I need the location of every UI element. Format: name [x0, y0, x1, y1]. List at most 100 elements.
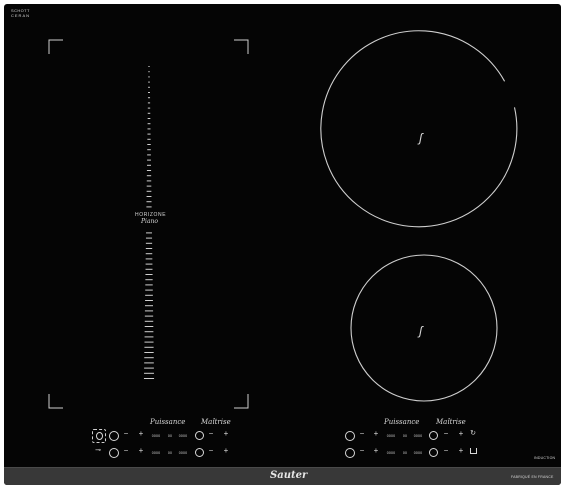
slider-tick[interactable]	[145, 279, 153, 281]
slider-tick[interactable]	[145, 289, 153, 291]
right-row2-master-plus-button[interactable]: +	[458, 446, 464, 455]
left-row2-master-plus-button[interactable]: +	[223, 446, 229, 455]
right-row1-step1[interactable]: 0000	[386, 434, 396, 438]
slider-tick[interactable]	[143, 378, 155, 379]
slider-tick[interactable]	[146, 164, 151, 166]
left-row2-master-minus-button[interactable]: −	[208, 446, 214, 455]
left-lock-key-icon[interactable]: ⊸	[95, 447, 101, 454]
slider-tick[interactable]	[147, 118, 151, 119]
left-row1-master-plus-button[interactable]: +	[223, 429, 229, 438]
slider-tick[interactable]	[146, 180, 152, 182]
slider-tick[interactable]	[145, 284, 153, 286]
right-row1-plus-button[interactable]: +	[373, 429, 379, 438]
left-row2-timer-icon[interactable]	[195, 448, 204, 457]
slider-tick[interactable]	[147, 159, 151, 161]
left-row1-step3[interactable]: 0000	[178, 434, 188, 438]
pause-icon[interactable]: ↻	[470, 430, 476, 437]
right-row2-step1[interactable]: 0000	[386, 451, 396, 455]
slider-tick[interactable]	[148, 71, 150, 73]
slider-tick[interactable]	[145, 242, 153, 244]
right-row2-master-minus-button[interactable]: −	[443, 446, 449, 455]
slider-tick[interactable]	[145, 274, 153, 275]
left-row2-step1[interactable]: 0000	[151, 451, 161, 455]
slider-tick[interactable]	[147, 123, 151, 125]
right-row1-zone-icon[interactable]	[345, 431, 355, 441]
right-row1-step2[interactable]: 00	[402, 434, 408, 438]
left-row1-step2[interactable]: 00	[167, 434, 173, 438]
slider-tick[interactable]	[147, 107, 151, 109]
right-row1-master-minus-button[interactable]: −	[443, 429, 449, 438]
left-row2-step2[interactable]: 00	[167, 451, 173, 455]
slider-tick[interactable]	[144, 357, 154, 359]
right-row1-step3[interactable]: 0000	[413, 434, 423, 438]
slider-tick[interactable]	[144, 367, 154, 369]
schott-logo-line2: CERAN	[11, 13, 31, 18]
large-zone-ring	[320, 30, 518, 228]
slider-tick[interactable]	[147, 112, 151, 114]
slider-tick[interactable]	[147, 128, 151, 130]
left-row1-step1[interactable]: 0000	[151, 434, 161, 438]
slider-tick[interactable]	[144, 315, 154, 317]
slider-tick[interactable]	[144, 326, 154, 327]
child-lock-icon[interactable]	[470, 448, 477, 454]
slider-tick[interactable]	[145, 248, 153, 249]
slider-tick[interactable]	[147, 102, 151, 104]
slider-tick[interactable]	[144, 336, 154, 338]
right-row1-timer-icon[interactable]	[429, 431, 438, 440]
slider-tick[interactable]	[148, 81, 150, 83]
slider-tick[interactable]	[145, 258, 153, 260]
slider-tick[interactable]	[146, 190, 152, 192]
left-row1-master-minus-button[interactable]: −	[208, 429, 214, 438]
slider-tick[interactable]	[146, 201, 152, 203]
slider-tick[interactable]	[146, 206, 152, 208]
slider-tick[interactable]	[144, 320, 154, 322]
slider-tick[interactable]	[144, 305, 153, 307]
right-row2-zone-icon[interactable]	[345, 448, 355, 458]
slider-tick[interactable]	[147, 149, 151, 151]
right-row1-master-plus-button[interactable]: +	[458, 429, 464, 438]
left-row2-step3[interactable]: 0000	[178, 451, 188, 455]
left-row1-timer-icon[interactable]	[195, 431, 204, 440]
right-row2-plus-button[interactable]: +	[373, 446, 379, 455]
slider-tick[interactable]	[145, 294, 153, 296]
slider-tick[interactable]	[144, 346, 154, 348]
right-row2-minus-button[interactable]: −	[359, 446, 365, 455]
left-row1-plus-button[interactable]: +	[138, 429, 144, 438]
slider-tick[interactable]	[148, 92, 150, 93]
slider-tick[interactable]	[146, 170, 152, 171]
slider-tick[interactable]	[147, 144, 151, 145]
right-row2-timer-icon[interactable]	[429, 448, 438, 457]
slider-tick[interactable]	[145, 253, 153, 255]
slider-tick[interactable]	[146, 232, 152, 234]
left-row2-power-icon[interactable]	[109, 448, 119, 458]
left-row2-plus-button[interactable]: +	[138, 446, 144, 455]
left-power-icon[interactable]	[109, 431, 119, 441]
slider-tick[interactable]	[145, 237, 153, 239]
slider-tick[interactable]	[145, 300, 153, 301]
slider-tick[interactable]	[148, 76, 150, 78]
slider-tick[interactable]	[144, 372, 154, 374]
slider-tick[interactable]	[147, 138, 151, 140]
slider-tick[interactable]	[147, 154, 151, 156]
right-row2-step3[interactable]: 0000	[413, 451, 423, 455]
slider-tick[interactable]	[148, 66, 150, 67]
left-row2-minus-button[interactable]: −	[123, 446, 129, 455]
slider-tick[interactable]	[144, 331, 154, 333]
slider-tick[interactable]	[144, 362, 154, 364]
slider-tick[interactable]	[145, 263, 153, 265]
slider-tick[interactable]	[144, 352, 154, 353]
right-row1-minus-button[interactable]: −	[359, 429, 365, 438]
slider-tick[interactable]	[148, 86, 150, 88]
slider-tick[interactable]	[145, 268, 153, 270]
left-row1-minus-button[interactable]: −	[123, 429, 129, 438]
horizone-slider	[143, 66, 155, 379]
slider-tick[interactable]	[144, 310, 154, 312]
slider-tick[interactable]	[146, 196, 152, 197]
slider-tick[interactable]	[146, 175, 152, 177]
right-row2-step2[interactable]: 00	[402, 451, 408, 455]
slider-tick[interactable]	[147, 133, 151, 135]
left-zone-select-button[interactable]	[92, 429, 106, 443]
slider-tick[interactable]	[147, 97, 151, 99]
slider-tick[interactable]	[144, 341, 154, 343]
slider-tick[interactable]	[146, 185, 152, 187]
